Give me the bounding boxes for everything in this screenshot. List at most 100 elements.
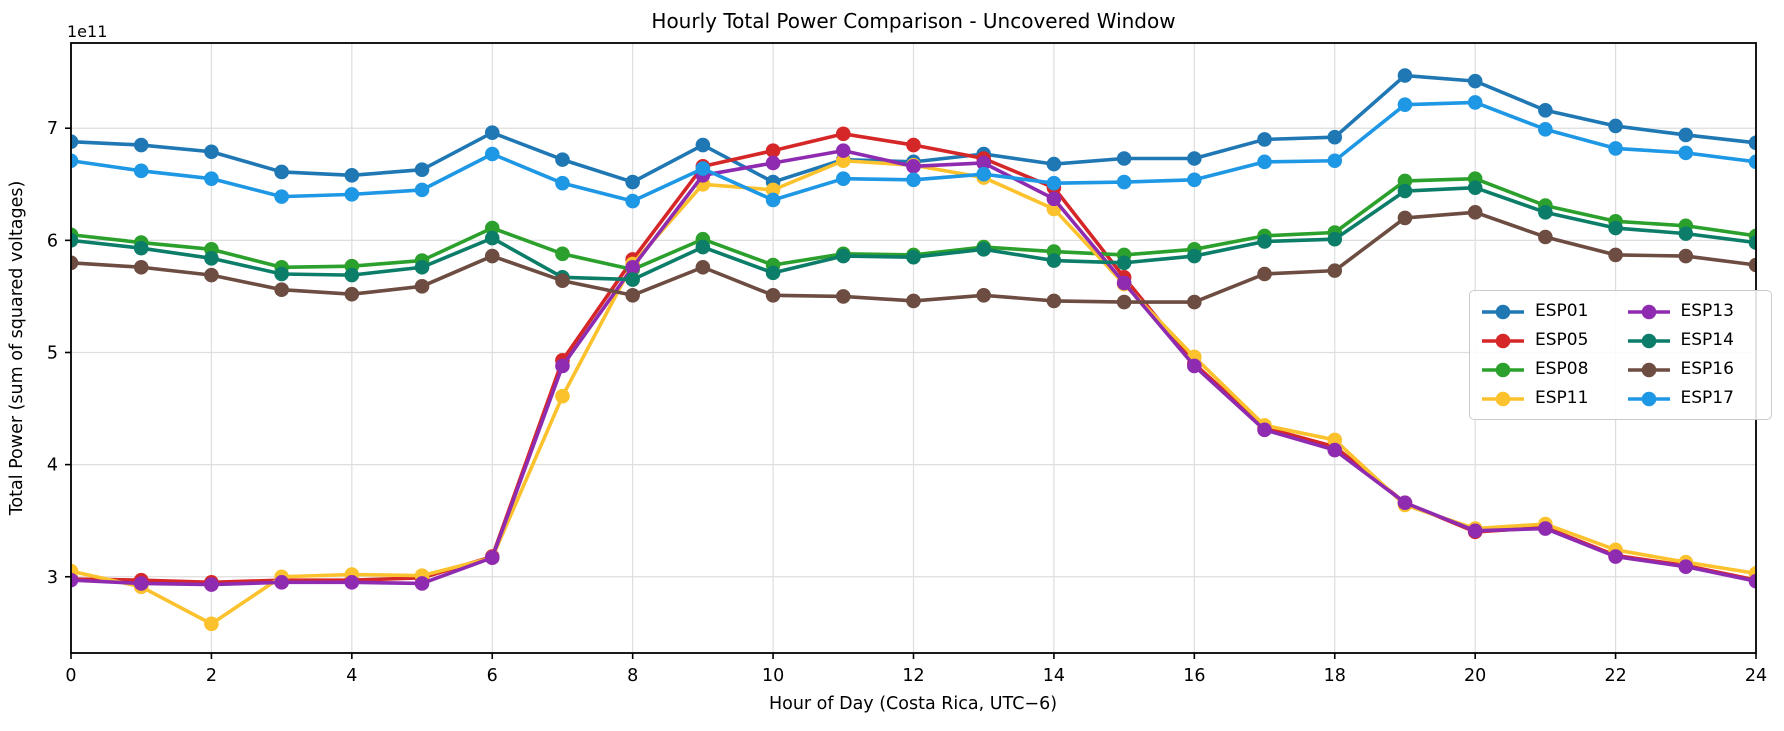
x-tick-label: 4 [346, 666, 357, 686]
data-point-esp17-h9 [695, 161, 711, 176]
data-point-esp13-h17 [1257, 422, 1272, 438]
data-point-esp16-h19 [1397, 210, 1413, 226]
data-point-esp17-h24 [1748, 154, 1756, 170]
x-axis-label: Hour of Day (Costa Rica, UTC−6) [768, 694, 1058, 714]
legend-item-esp13: ESP13 [1626, 298, 1762, 325]
data-point-esp13-h11 [835, 143, 851, 158]
chart-title: Hourly Total Power Comparison - Uncovere… [651, 9, 1176, 33]
legend-swatch-esp14 [1627, 333, 1670, 348]
data-point-esp14-h0 [71, 233, 79, 248]
data-point-esp13-h5 [414, 576, 430, 591]
data-point-esp14-h6 [484, 230, 500, 246]
data-point-esp14-h10 [765, 265, 781, 281]
data-point-esp16-h22 [1608, 247, 1623, 263]
data-point-esp13-h18 [1327, 442, 1343, 458]
y-axis-offset-label: 1e11 [67, 22, 108, 41]
data-point-esp14-h1 [133, 240, 149, 256]
data-point-esp01-h4 [344, 168, 360, 183]
data-point-esp16-h6 [484, 248, 500, 264]
data-point-esp16-h7 [555, 273, 570, 289]
data-point-esp16-h15 [1116, 294, 1132, 310]
legend-item-esp05: ESP05 [1480, 327, 1616, 354]
legend-item-esp01: ESP01 [1480, 298, 1616, 325]
data-point-esp01-h14 [1046, 156, 1062, 172]
data-point-esp13-h14 [1046, 191, 1062, 207]
data-point-esp01-h5 [414, 162, 430, 178]
series-esp16 [71, 205, 1756, 310]
data-point-esp01-h23 [1678, 127, 1694, 143]
data-point-esp16-h23 [1678, 248, 1694, 264]
legend-label: ESP14 [1680, 330, 1734, 350]
legend-swatch-esp13 [1627, 304, 1670, 319]
data-point-esp16-h0 [71, 255, 79, 271]
data-point-esp05-h10 [765, 143, 781, 158]
data-point-esp11-h11 [835, 153, 851, 169]
legend-item-esp11: ESP11 [1480, 385, 1616, 412]
data-point-esp05-h12 [906, 137, 921, 153]
data-point-esp17-h1 [133, 163, 149, 179]
data-point-esp16-h2 [204, 267, 219, 283]
data-point-esp14-h8 [625, 272, 640, 287]
data-point-esp16-h5 [414, 279, 430, 294]
data-point-esp16-h13 [976, 287, 992, 303]
data-point-esp16-h8 [625, 287, 640, 303]
data-point-esp14-h13 [976, 242, 992, 257]
legend-label: ESP16 [1680, 359, 1734, 379]
data-point-esp01-h2 [204, 144, 219, 160]
data-point-esp11-h18 [1327, 432, 1343, 448]
data-point-esp14-h17 [1257, 234, 1272, 249]
data-point-esp14-h22 [1608, 220, 1623, 236]
data-point-esp17-h5 [414, 182, 430, 198]
data-point-esp14-h2 [204, 250, 219, 266]
legend: ESP01 ESP05 ESP08 ESP11 ESP13 ESP14 ESP16 ESP17 [1469, 290, 1772, 420]
data-point-esp13-h0 [71, 572, 79, 588]
data-point-esp14-h12 [906, 249, 921, 265]
data-point-esp01-h18 [1327, 129, 1343, 145]
data-point-esp17-h6 [484, 146, 500, 162]
data-point-esp17-h10 [765, 192, 781, 208]
data-point-esp01-h21 [1538, 102, 1553, 118]
data-point-esp11-h2 [204, 616, 219, 632]
data-point-esp05-h11 [835, 126, 851, 142]
legend-label: ESP08 [1535, 359, 1589, 379]
data-point-esp01-h19 [1397, 68, 1413, 83]
data-point-esp14-h4 [344, 267, 360, 283]
data-point-esp17-h21 [1538, 122, 1553, 137]
data-point-esp01-h1 [133, 137, 149, 153]
data-point-esp16-h24 [1748, 257, 1756, 273]
data-point-esp11-h7 [555, 388, 570, 404]
data-point-esp08-h19 [1397, 173, 1413, 189]
y-tick-label: 4 [47, 456, 58, 476]
data-point-esp14-h19 [1397, 183, 1413, 199]
data-point-esp14-h18 [1327, 231, 1343, 247]
legend-item-esp17: ESP17 [1626, 385, 1762, 412]
data-point-esp17-h17 [1257, 154, 1272, 170]
data-point-esp13-h3 [274, 575, 289, 590]
data-point-esp17-h4 [344, 187, 360, 202]
data-point-esp14-h15 [1116, 255, 1132, 271]
data-point-esp17-h14 [1046, 175, 1062, 191]
data-point-esp17-h0 [71, 153, 79, 169]
y-tick-label: 6 [47, 231, 58, 251]
x-tick-label: 0 [65, 666, 76, 686]
data-point-esp13-h4 [344, 575, 360, 590]
series-esp14 [71, 180, 1756, 287]
data-point-esp17-h20 [1467, 95, 1483, 110]
data-point-esp01-h8 [625, 174, 640, 190]
data-point-esp17-h7 [555, 175, 570, 191]
data-point-esp13-h19 [1397, 495, 1413, 511]
data-point-esp14-h20 [1467, 180, 1483, 195]
legend-label: ESP01 [1535, 301, 1589, 321]
data-point-esp14-h9 [695, 239, 711, 255]
x-tick-label: 12 [902, 666, 924, 686]
legend-swatch-esp05 [1482, 333, 1524, 348]
data-point-esp08-h7 [555, 246, 570, 262]
data-point-esp16-h11 [835, 289, 851, 304]
x-tick-label: 18 [1324, 666, 1346, 686]
data-point-esp17-h2 [204, 171, 219, 186]
data-point-esp16-h9 [695, 259, 711, 275]
legend-swatch-esp01 [1482, 304, 1524, 319]
data-point-esp17-h11 [835, 171, 851, 186]
data-point-esp01-h24 [1748, 135, 1756, 151]
